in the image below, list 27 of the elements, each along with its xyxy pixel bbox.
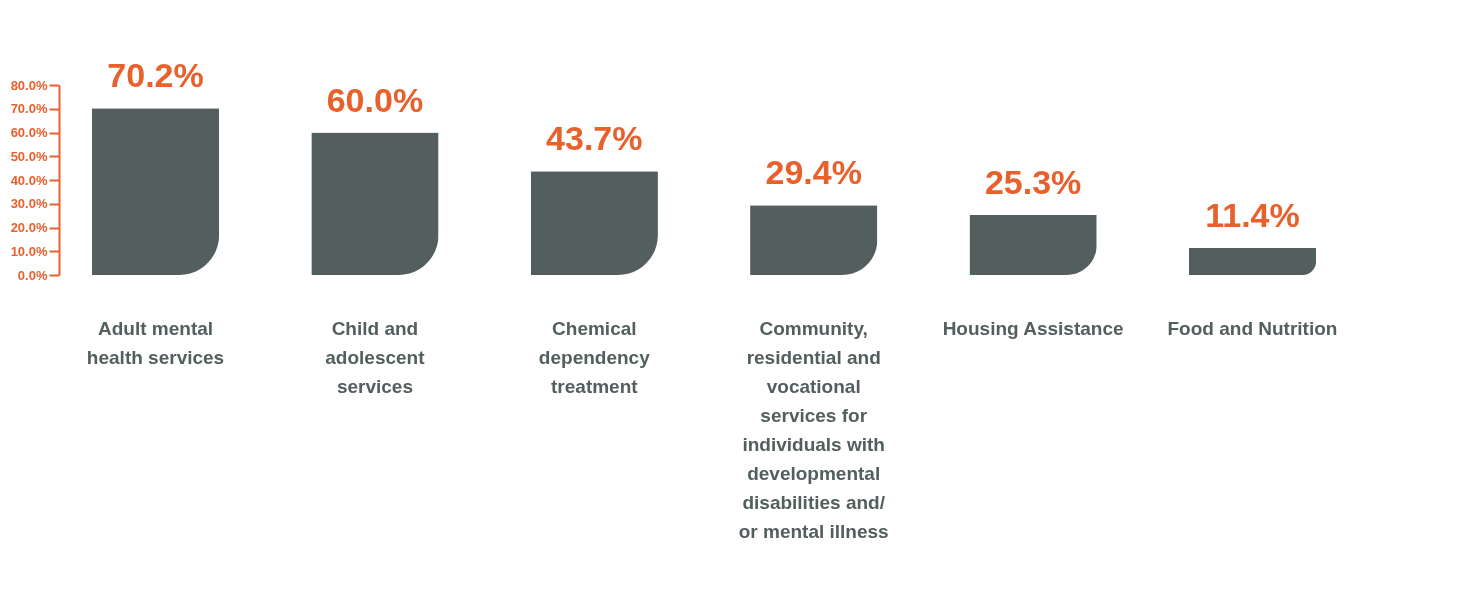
y-tick-label: 0.0% bbox=[17, 267, 48, 283]
bar bbox=[530, 171, 658, 275]
bar bbox=[969, 214, 1097, 275]
y-tick-label: 80.0% bbox=[10, 77, 48, 93]
y-tick-label: 40.0% bbox=[10, 172, 48, 188]
bar bbox=[311, 132, 439, 275]
data-label: 70.2% bbox=[107, 56, 204, 95]
data-label: 25.3% bbox=[984, 162, 1082, 201]
y-tick-label: 60.0% bbox=[10, 125, 48, 140]
data-label: 43.7% bbox=[546, 119, 643, 158]
x-tick-label: Chemical dependency treatment bbox=[538, 318, 651, 397]
bar bbox=[750, 205, 878, 275]
data-label: 60.0% bbox=[326, 80, 424, 119]
x-tick-label: Child and adolescent services bbox=[325, 318, 426, 397]
data-label: 29.4% bbox=[765, 153, 862, 192]
x-tick-label: Housing Assistance bbox=[942, 318, 1124, 339]
y-tick-label: 10.0% bbox=[10, 243, 48, 259]
y-tick-label: 70.0% bbox=[10, 101, 48, 117]
y-tick-label: 20.0% bbox=[10, 220, 48, 235]
x-tick-label: Adult mental health services bbox=[86, 318, 225, 368]
bar bbox=[1188, 247, 1317, 275]
data-label: 11.4% bbox=[1205, 195, 1300, 234]
bar bbox=[91, 108, 220, 275]
y-tick-label: 50.0% bbox=[10, 148, 48, 164]
x-tick-label: Community, residential and vocational services for individuals with developmental disabilities and/ or mental illness bbox=[738, 318, 889, 542]
x-tick-label: Food and Nutrition bbox=[1167, 318, 1338, 339]
y-tick-label: 30.0% bbox=[10, 196, 48, 212]
